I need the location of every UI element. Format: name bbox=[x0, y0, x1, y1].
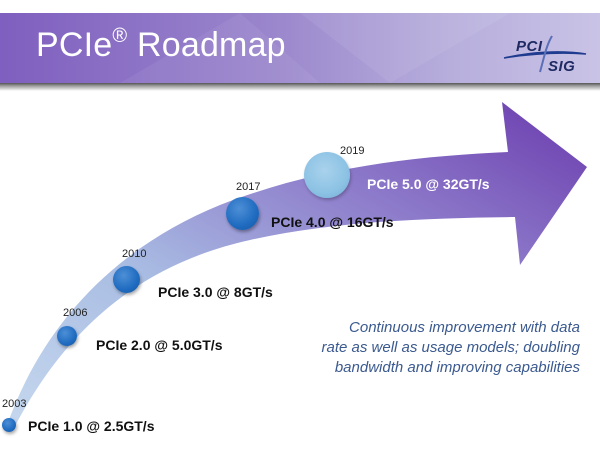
timeline-node-2006 bbox=[57, 326, 77, 346]
title-banner bbox=[0, 13, 600, 83]
generation-label: PCIe 4.0 @ 16GT/s bbox=[271, 214, 394, 230]
year-label: 2010 bbox=[122, 248, 147, 260]
timeline-node-2003 bbox=[2, 418, 16, 432]
pci-sig-swoosh-icon bbox=[503, 35, 587, 73]
logo-sig-text: SIG bbox=[548, 58, 576, 75]
registered-mark: ® bbox=[112, 24, 128, 47]
timeline-node-2017 bbox=[226, 197, 259, 230]
banner-facet bbox=[120, 13, 320, 83]
generation-label: PCIe 3.0 @ 8GT/s bbox=[158, 284, 273, 300]
arrow-shape bbox=[6, 102, 587, 428]
banner-shadow bbox=[0, 83, 600, 91]
timeline-node-2010 bbox=[113, 266, 140, 293]
title-text: PCIe bbox=[36, 26, 113, 64]
year-label: 2006 bbox=[63, 307, 88, 319]
year-label: 2019 bbox=[340, 145, 365, 157]
timeline-node-2019 bbox=[304, 152, 350, 198]
pci-sig-logo: PCI SIG bbox=[500, 28, 590, 78]
page-title: PCIe® Roadmap bbox=[36, 24, 286, 65]
title-text-rest: Roadmap bbox=[127, 26, 286, 64]
summary-note: Continuous improvement with data rate as… bbox=[321, 319, 581, 376]
logo-pci-text: PCI bbox=[516, 38, 543, 55]
generation-label: PCIe 5.0 @ 32GT/s bbox=[367, 176, 490, 192]
generation-label: PCIe 1.0 @ 2.5GT/s bbox=[28, 418, 155, 434]
banner-facet bbox=[300, 13, 510, 83]
generation-label: PCIe 2.0 @ 5.0GT/s bbox=[96, 337, 223, 353]
year-label: 2003 bbox=[2, 398, 27, 410]
year-label: 2017 bbox=[236, 181, 261, 193]
